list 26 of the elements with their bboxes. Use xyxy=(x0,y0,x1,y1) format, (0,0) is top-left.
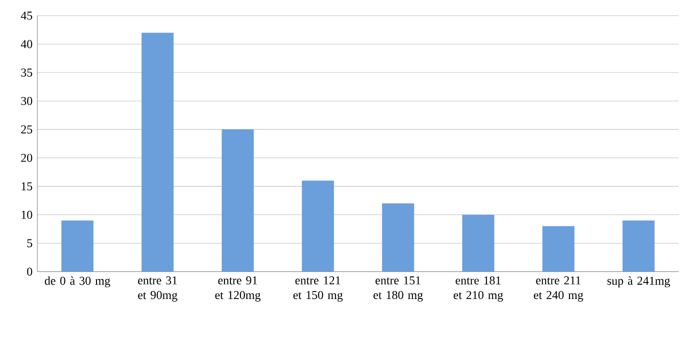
y-tick-label: 20 xyxy=(21,154,32,162)
x-tick-label: entre 181 et 210 mg xyxy=(454,276,504,302)
x-tick-label: entre 121 et 150 mg xyxy=(293,276,343,302)
y-tick-label: 35 xyxy=(21,68,32,77)
y-tick-label: 0 xyxy=(27,268,32,276)
bar xyxy=(222,129,254,272)
bar xyxy=(382,203,414,272)
y-tick-label: 10 xyxy=(22,210,32,219)
x-tick-label: sup à 241mg xyxy=(607,276,670,288)
bar xyxy=(622,220,655,272)
y-tick-label: 30 xyxy=(21,96,32,106)
x-tick-label: entre 211 et 240 mg xyxy=(534,276,584,302)
x-tick-label: entre 151 et 180 mg xyxy=(374,276,423,302)
bar xyxy=(142,32,174,272)
x-tick-label: entre 31 et 90mg xyxy=(138,276,178,302)
x-tick-label: entre 91 et 120mg xyxy=(215,276,261,302)
y-tick-label: 5 xyxy=(27,239,32,248)
x-tick-label: de 0 à 30 mg xyxy=(44,276,110,288)
bar xyxy=(462,214,494,272)
bar xyxy=(61,220,94,272)
bar xyxy=(302,180,334,272)
y-tick-label: 40 xyxy=(20,40,32,48)
y-tick-label: 15 xyxy=(22,182,32,190)
y-tick-label: 25 xyxy=(21,125,32,134)
bar xyxy=(542,226,574,272)
y-tick-label: 45 xyxy=(20,12,32,20)
